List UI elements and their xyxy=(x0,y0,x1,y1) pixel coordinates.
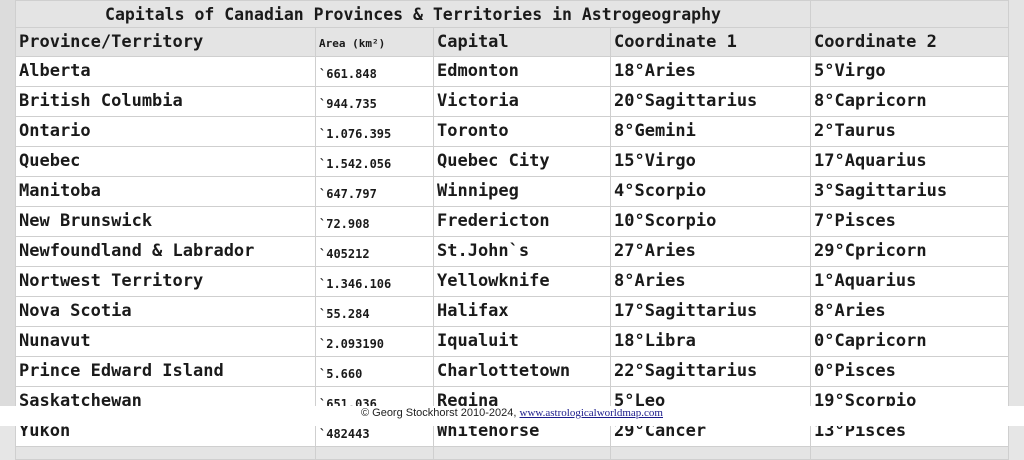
cell-province[interactable]: Alberta xyxy=(15,56,316,87)
cell-province[interactable]: Prince Edward Island xyxy=(15,356,316,387)
cell-area[interactable]: `55.284 xyxy=(315,296,434,327)
cell-coordinate-1[interactable]: 17°Sagittarius xyxy=(610,296,811,327)
copyright-text: © Georg Stockhorst 2010-2024, xyxy=(360,407,520,419)
website-link[interactable]: www.astrologicalworldmap.com xyxy=(519,407,663,419)
cell-province[interactable]: Manitoba xyxy=(15,176,316,207)
cell-area[interactable]: `661.848 xyxy=(315,56,434,87)
cell-coordinate-2[interactable]: 0°Capricorn xyxy=(810,326,1009,357)
cell-capital[interactable]: Yellowknife xyxy=(433,266,611,297)
table-row: Nortwest Territory `1.346.106 Yellowknife 8… xyxy=(15,266,1009,297)
table-row: Ontario `1.076.395 Toronto 8°Gemini 2°Taurus xyxy=(15,116,1009,147)
cell-coordinate-2[interactable]: 7°Pisces xyxy=(810,206,1009,237)
capitals-table: Capitals of Canadian Provinces & Territo… xyxy=(15,0,1009,460)
header-coordinate-1: Coordinate 1 xyxy=(610,27,811,57)
cell-capital[interactable]: Quebec City xyxy=(433,146,611,177)
cell-capital[interactable]: Iqualuit xyxy=(433,326,611,357)
empty-cell xyxy=(810,446,1009,460)
cell-province[interactable]: Nortwest Territory xyxy=(15,266,316,297)
cell-province[interactable]: Newfoundland & Labrador xyxy=(15,236,316,267)
cell-capital[interactable]: Toronto xyxy=(433,116,611,147)
cell-coordinate-1[interactable]: 15°Virgo xyxy=(610,146,811,177)
cell-coordinate-2[interactable]: 8°Aries xyxy=(810,296,1009,327)
cell-coordinate-2[interactable]: 29°Cpricorn xyxy=(810,236,1009,267)
row-header-column xyxy=(0,0,16,406)
cell-coordinate-1[interactable]: 10°Scorpio xyxy=(610,206,811,237)
cell-coordinate-2[interactable]: 0°Pisces xyxy=(810,356,1009,387)
cell-capital[interactable]: Charlottetown xyxy=(433,356,611,387)
table-row: British Columbia `944.735 Victoria 20°Sagit… xyxy=(15,86,1009,117)
cell-area[interactable]: `1.542.056 xyxy=(315,146,434,177)
cell-province[interactable]: New Brunswick xyxy=(15,206,316,237)
cell-coordinate-2[interactable]: 5°Virgo xyxy=(810,56,1009,87)
cell-capital[interactable]: Winnipeg xyxy=(433,176,611,207)
cell-province[interactable]: Nova Scotia xyxy=(15,296,316,327)
table-row: Newfoundland & Labrador `405212 St.John`s 2… xyxy=(15,236,1009,267)
table-row: New Brunswick `72.908 Fredericton 10°Scorpi… xyxy=(15,206,1009,237)
cell-area[interactable]: `405212 xyxy=(315,236,434,267)
cell-coordinate-2[interactable]: 17°Aquarius xyxy=(810,146,1009,177)
cell-coordinate-1[interactable]: 8°Aries xyxy=(610,266,811,297)
cell-area[interactable]: `2.093190 xyxy=(315,326,434,357)
table-row: Alberta `661.848 Edmonton 18°Aries 5°Virgo xyxy=(15,56,1009,87)
cell-area[interactable]: `72.908 xyxy=(315,206,434,237)
cell-coordinate-1[interactable]: 18°Libra xyxy=(610,326,811,357)
table-title: Capitals of Canadian Provinces & Territo… xyxy=(15,0,811,28)
cell-capital[interactable]: Fredericton xyxy=(433,206,611,237)
cell-area[interactable]: `1.346.106 xyxy=(315,266,434,297)
cell-province[interactable]: British Columbia xyxy=(15,86,316,117)
cell-province[interactable]: Quebec xyxy=(15,146,316,177)
header-row: Province/Territory Area (km²) Capital Co… xyxy=(15,27,1009,57)
empty-cell xyxy=(315,446,434,460)
table-row: Prince Edward Island `5.660 Charlottetown 2… xyxy=(15,356,1009,387)
cell-area[interactable]: `5.660 xyxy=(315,356,434,387)
cell-capital[interactable]: Victoria xyxy=(433,86,611,117)
cell-capital[interactable]: Halifax xyxy=(433,296,611,327)
empty-cell xyxy=(810,0,1009,28)
cell-coordinate-1[interactable]: 18°Aries xyxy=(610,56,811,87)
cell-coordinate-2[interactable]: 2°Taurus xyxy=(810,116,1009,147)
cell-coordinate-1[interactable]: 8°Gemini xyxy=(610,116,811,147)
cell-capital[interactable]: St.John`s xyxy=(433,236,611,267)
empty-cell xyxy=(610,446,811,460)
header-capital: Capital xyxy=(433,27,611,57)
title-row: Capitals of Canadian Provinces & Territo… xyxy=(15,0,1009,28)
table-row: Nova Scotia `55.284 Halifax 17°Sagittarius 8… xyxy=(15,296,1009,327)
cell-coordinate-1[interactable]: 20°Sagittarius xyxy=(610,86,811,117)
cell-area[interactable]: `1.076.395 xyxy=(315,116,434,147)
cell-capital[interactable]: Edmonton xyxy=(433,56,611,87)
header-province: Province/Territory xyxy=(15,27,316,57)
cell-area[interactable]: `647.797 xyxy=(315,176,434,207)
cell-area[interactable]: `944.735 xyxy=(315,86,434,117)
footer: © Georg Stockhorst 2010-2024, www.astrol… xyxy=(0,406,1024,426)
cell-coordinate-2[interactable]: 1°Aquarius xyxy=(810,266,1009,297)
cell-province[interactable]: Nunavut xyxy=(15,326,316,357)
header-area: Area (km²) xyxy=(315,27,434,57)
cell-coordinate-1[interactable]: 4°Scorpio xyxy=(610,176,811,207)
table-row: Quebec `1.542.056 Quebec City 15°Virgo 17°Aq… xyxy=(15,146,1009,177)
cell-coordinate-1[interactable]: 22°Sagittarius xyxy=(610,356,811,387)
cell-province[interactable]: Ontario xyxy=(15,116,316,147)
empty-row xyxy=(15,446,1009,460)
cell-coordinate-2[interactable]: 3°Sagittarius xyxy=(810,176,1009,207)
cell-coordinate-2[interactable]: 8°Capricorn xyxy=(810,86,1009,117)
empty-cell xyxy=(433,446,611,460)
cell-coordinate-1[interactable]: 27°Aries xyxy=(610,236,811,267)
empty-cell xyxy=(15,446,316,460)
table-row: Manitoba `647.797 Winnipeg 4°Scorpio 3°Sagit… xyxy=(15,176,1009,207)
header-coordinate-2: Coordinate 2 xyxy=(810,27,1009,57)
table-row: Nunavut `2.093190 Iqualuit 18°Libra 0°Capric… xyxy=(15,326,1009,357)
